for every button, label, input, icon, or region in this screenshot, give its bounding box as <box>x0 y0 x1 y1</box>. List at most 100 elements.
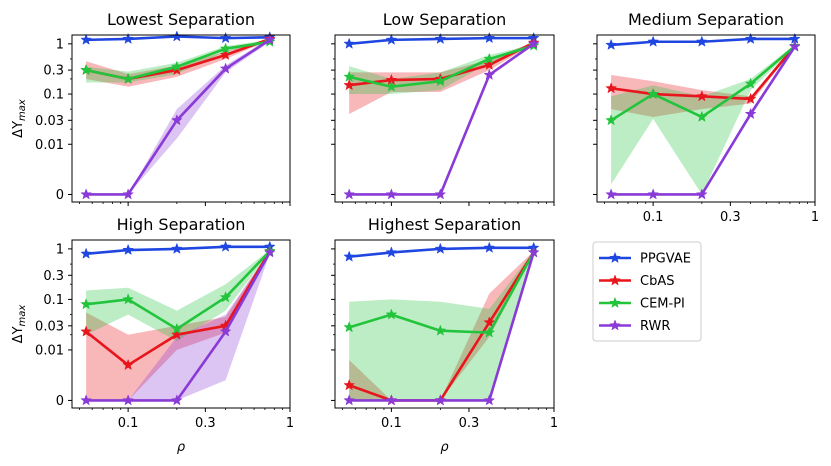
data-point-cbas <box>343 78 356 91</box>
data-point-cbas <box>605 82 618 94</box>
data-point-ppgvae <box>122 32 135 45</box>
y-tick-label: 0.3 <box>43 269 64 284</box>
data-point-cem-pi <box>434 324 447 336</box>
data-point-rwr <box>80 188 93 200</box>
panel-title: Medium Separation <box>628 10 784 29</box>
panel-4: High Separation 0 0.01 0.03 0.1 0.3 1 0.1 0.3 1 ΔY… <box>11 215 294 455</box>
data-point-rwr <box>647 188 660 200</box>
data-point-cem-pi <box>343 321 356 333</box>
band-rwr <box>86 38 270 195</box>
band-cem-pi <box>349 251 534 401</box>
data-point-ppgvae <box>219 240 232 252</box>
y-tick-label: 0.01 <box>35 343 64 358</box>
data-point-ppgvae <box>122 243 135 256</box>
data-point-cbas <box>122 358 135 371</box>
x-tick-label: 0.3 <box>720 210 741 225</box>
data-point-rwr <box>343 394 356 406</box>
data-point-ppgvae <box>695 35 708 47</box>
panel-title: High Separation <box>117 215 246 234</box>
x-axis-label: ρ <box>440 440 449 455</box>
band-cem-pi <box>349 44 534 95</box>
data-point-cem-pi <box>80 298 93 310</box>
data-point-cbas <box>483 316 496 328</box>
data-point-rwr <box>744 107 757 120</box>
data-point-rwr <box>605 188 618 200</box>
data-point-ppgvae <box>434 242 447 254</box>
data-point-cem-pi <box>744 77 757 89</box>
band-cbas <box>349 251 534 401</box>
y-tick-label: 0.03 <box>35 114 64 129</box>
panel-title: Lowest Separation <box>107 10 255 29</box>
data-point-rwr <box>483 394 496 406</box>
axes-frame <box>334 34 555 203</box>
data-point-ppgvae <box>170 30 183 42</box>
data-point-cbas <box>483 58 496 70</box>
data-point-rwr <box>263 33 276 45</box>
legend-label-ppgvae: PPGVAE <box>640 252 691 267</box>
legend-marker-rwr <box>609 319 621 331</box>
y-tick-label: 0 <box>56 394 64 409</box>
band-rwr <box>86 251 270 401</box>
y-tick-label: 0.03 <box>35 319 64 334</box>
data-point-ppgvae <box>343 37 356 49</box>
legend-marker-cbas <box>609 274 621 286</box>
data-point-rwr <box>527 246 540 258</box>
data-point-rwr <box>788 40 801 52</box>
data-point-cem-pi <box>170 322 183 334</box>
panel-3: Medium Separation 0.1 0.3 1 <box>593 10 819 225</box>
data-point-ppgvae <box>219 31 232 44</box>
panel-5: Highest Separation 0.1 0.3 1 ρ <box>331 215 558 455</box>
x-tick-label: 0.3 <box>195 416 216 431</box>
panel-2: Low Separation <box>331 10 555 206</box>
data-point-rwr <box>695 188 708 200</box>
data-point-cem-pi <box>122 293 135 305</box>
data-point-ppgvae <box>80 33 93 45</box>
data-point-ppgvae <box>647 35 660 47</box>
legend-box <box>592 241 702 342</box>
data-point-cem-pi <box>695 110 708 122</box>
data-point-ppgvae <box>385 33 398 45</box>
data-point-rwr <box>80 394 93 406</box>
y-tick-label: 0.1 <box>43 88 64 103</box>
data-point-rwr <box>527 37 540 49</box>
data-point-rwr <box>170 394 183 406</box>
legend: PPGVAE CbAS CEM-PI RWR <box>592 241 702 342</box>
data-point-cbas <box>695 90 708 102</box>
data-point-cbas <box>744 92 757 104</box>
data-point-cem-pi <box>434 75 447 87</box>
legend-marker-ppgvae <box>609 251 621 264</box>
data-point-cem-pi <box>483 326 496 338</box>
data-point-ppgvae <box>170 242 183 254</box>
data-point-rwr <box>483 68 496 80</box>
data-point-cem-pi <box>80 63 93 76</box>
data-point-rwr <box>385 188 398 200</box>
data-point-rwr <box>219 62 232 74</box>
x-tick-label: 0.1 <box>381 416 402 431</box>
panel-title: Highest Separation <box>368 215 521 234</box>
data-point-rwr <box>343 188 356 200</box>
y-tick-label: 1 <box>56 37 64 52</box>
y-axis-label: ΔYmax <box>11 99 28 138</box>
data-point-cem-pi <box>219 291 232 303</box>
axes-frame <box>71 239 291 409</box>
data-point-ppgvae <box>483 31 496 44</box>
y-tick-label: 0.01 <box>35 138 64 153</box>
data-point-ppgvae <box>605 38 618 50</box>
legend-label-rwr: RWR <box>640 319 670 334</box>
data-point-cem-pi <box>219 42 232 54</box>
series-line-rwr <box>349 42 535 196</box>
data-point-rwr <box>263 246 276 258</box>
legend-label-cem-pi: CEM-PI <box>640 297 685 312</box>
axes-frame <box>334 239 555 409</box>
data-point-rwr <box>385 394 398 406</box>
y-tick-label: 0 <box>56 188 64 203</box>
data-point-rwr <box>122 394 135 406</box>
data-point-ppgvae <box>483 241 496 253</box>
data-point-rwr <box>122 188 135 200</box>
data-point-cem-pi <box>122 72 135 84</box>
data-point-cem-pi <box>385 308 398 320</box>
y-tick-label: 0.3 <box>43 64 64 79</box>
axes-frame <box>71 34 291 203</box>
data-point-ppgvae <box>343 250 356 262</box>
legend-label-cbas: CbAS <box>640 274 674 289</box>
